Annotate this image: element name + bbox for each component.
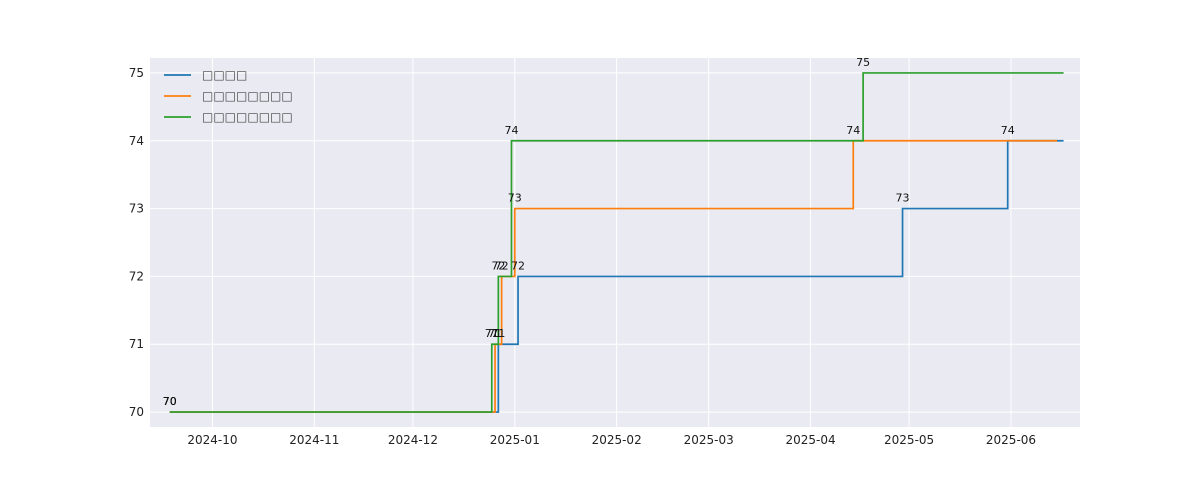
data-label: 70 [163,395,177,408]
data-label: 74 [846,124,860,137]
y-tick-label: 71 [129,337,144,351]
y-tick-label: 70 [129,405,144,419]
data-label: 71 [485,327,499,340]
data-label: 73 [508,192,522,205]
x-tick-label: 2025-02 [592,433,642,447]
y-tick-label: 75 [129,66,144,80]
data-label: 70 [163,395,177,408]
series-line-2 [169,72,1064,413]
data-label: 73 [896,192,910,205]
data-label: 72 [491,259,505,272]
x-tick-label: 2025-01 [490,433,540,447]
legend-label-0: □□□□ [202,68,247,82]
data-label: 71 [491,327,505,340]
x-tick-label: 2024-11 [289,433,339,447]
legend-label-1: □□□□□□□□ [202,89,293,103]
legend-label-2: □□□□□□□□ [202,110,293,124]
series-line-0 [169,139,1064,413]
y-tick-label: 73 [129,202,144,216]
data-label: 70 [163,395,177,408]
x-tick-label: 2025-05 [884,433,934,447]
data-label: 75 [856,56,870,69]
x-tick-label: 2024-10 [187,433,237,447]
legend: □□□□ □□□□□□□□ □□□□□□□□ [164,68,293,124]
y-tick-label: 74 [129,134,144,148]
data-label: 74 [504,124,518,137]
data-label: 72 [511,259,525,272]
x-tick-label: 2025-03 [684,433,734,447]
data-label: 74 [1001,124,1015,137]
data-label: 72 [495,259,509,272]
x-axis-ticks: 2024-10 2024-11 2024-12 2025-01 2025-02 2025-… [187,433,1036,447]
series-lines [169,72,1064,413]
x-tick-label: 2025-06 [986,433,1036,447]
x-tick-label: 2024-12 [388,433,438,447]
y-axis-ticks: 70 71 72 73 74 75 [129,66,144,419]
data-label: 71 [488,327,502,340]
y-tick-label: 72 [129,269,144,283]
x-tick-label: 2025-04 [785,433,835,447]
plot-background [150,58,1080,427]
